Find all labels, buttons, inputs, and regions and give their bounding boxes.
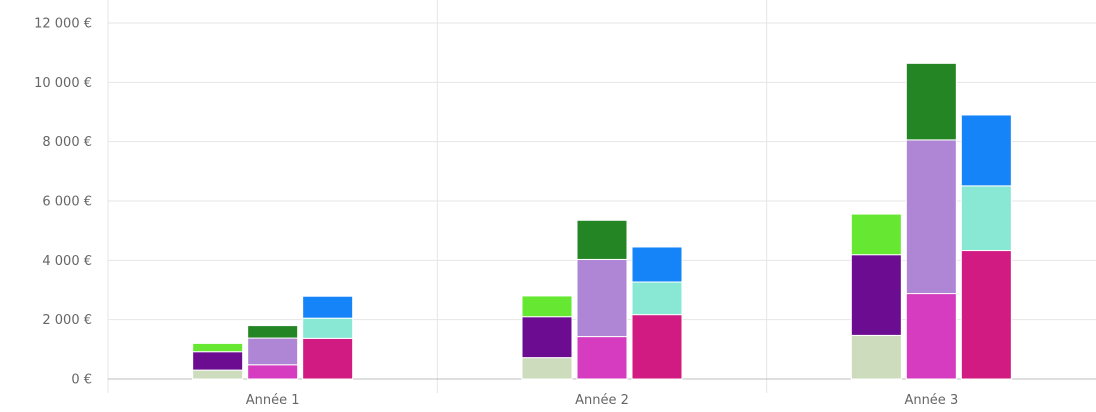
y-tick-label: 2 000 € (42, 313, 92, 328)
x-category-label: Année 1 (246, 393, 300, 408)
bar-segment (631, 281, 683, 316)
bar-segment (576, 258, 628, 338)
x-category-label: Année 2 (575, 393, 629, 408)
bar-segment (192, 369, 244, 380)
bar-segment (192, 342, 244, 353)
bar-segment (302, 295, 354, 319)
bar-segment (631, 314, 683, 380)
y-tick-label: 4 000 € (42, 254, 92, 269)
bar-segment (905, 293, 957, 380)
bar-segment (302, 317, 354, 339)
bar-segment (960, 114, 1012, 187)
y-tick-label: 10 000 € (34, 76, 92, 91)
x-category-label: Année 3 (904, 393, 958, 408)
bar-segment (905, 139, 957, 295)
bar-segment (521, 316, 573, 359)
bar-segment (850, 254, 902, 336)
bar-segment (850, 334, 902, 380)
y-tick-label: 8 000 € (42, 135, 92, 150)
y-tick-label: 6 000 € (42, 195, 92, 210)
y-tick-label: 0 € (71, 373, 92, 388)
bar-segment (960, 250, 1012, 380)
bar-segment (521, 357, 573, 380)
bar-segment (247, 364, 299, 380)
bar-segment (521, 295, 573, 318)
bar-segment (576, 219, 628, 260)
y-tick-label: 12 000 € (34, 17, 92, 32)
bar-segment (960, 185, 1012, 252)
bar-segment (576, 336, 628, 380)
bar-segment (631, 246, 683, 283)
bar-segment (247, 325, 299, 339)
bar-segment (905, 62, 957, 141)
bar-segment (302, 337, 354, 380)
bar-segment (192, 351, 244, 371)
bar-segment (247, 337, 299, 366)
bar-segment (850, 213, 902, 256)
